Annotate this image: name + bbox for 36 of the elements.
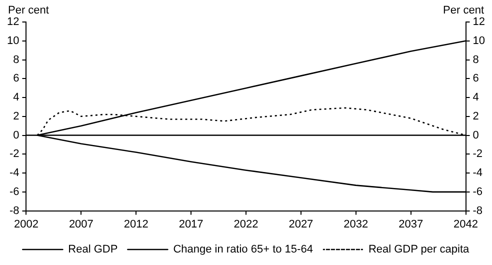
x-tick-label: 2022 [234,218,258,230]
legend-label: Change in ratio 65+ to 15-64 [173,244,313,256]
y2-tick-label: -2 [472,148,483,160]
y-axis-title: Per cent [8,4,49,17]
x-tick-label: 2042 [454,218,478,230]
y2-tick-label: 6 [472,72,479,85]
y-tick-label: -2 [9,148,20,160]
y2-tick-label: 0 [472,129,479,142]
y-tick-label: 8 [13,54,20,66]
y-tick-label: 4 [13,92,20,104]
y-tick-label: -4 [9,167,20,180]
y-tick-label: -8 [9,204,20,217]
y2-tick-label: 12 [472,16,486,28]
y2-tick-label: 10 [472,34,486,47]
y2-axis-title: Per cent [443,4,484,17]
y-tick-label: 0 [13,129,20,142]
y2-tick-label: -4 [472,167,483,180]
y2-tick-label: 2 [472,110,479,122]
y2-tick-label: 4 [472,92,479,104]
y2-tick-label: -6 [472,186,483,198]
x-tick-label: 2037 [398,218,424,230]
y-tick-label: 6 [13,72,20,85]
y-tick-label: 2 [13,110,20,122]
x-tick-label: 2002 [14,218,38,230]
y-tick-label: 12 [6,16,20,28]
x-tick-label: 2017 [178,218,204,230]
x-tick-label: 2012 [124,218,148,230]
legend-label: Real GDP [68,244,118,256]
y-tick-label: -6 [9,186,20,198]
y2-tick-label: 8 [472,54,479,66]
y-tick-label: 10 [6,34,20,47]
y2-tick-label: -8 [472,204,483,217]
x-tick-label: 2027 [288,218,314,230]
legend-label: Real GDP per capita [368,244,470,256]
x-tick-label: 2032 [344,218,368,230]
x-tick-label: 2007 [68,218,94,230]
